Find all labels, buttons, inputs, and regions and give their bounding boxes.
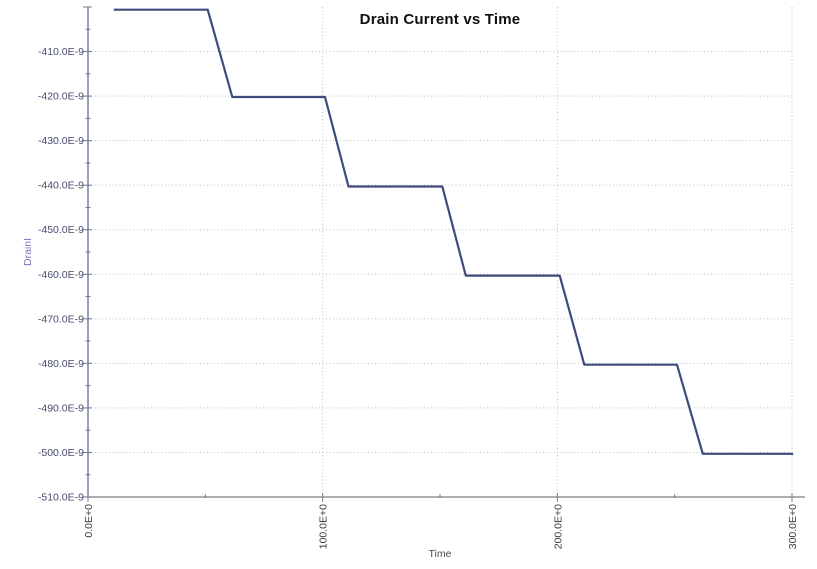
x-axis-title: Time — [428, 548, 452, 560]
data-series-line — [113, 8, 794, 455]
y-axis-title: DrainI — [22, 238, 34, 267]
y-tick-label: -510.0E-9 — [38, 492, 84, 504]
x-tick-label: 200.0E+0 — [552, 504, 564, 549]
x-tick-label: 0.0E+0 — [83, 504, 95, 538]
y-tick-label: -500.0E-9 — [38, 447, 84, 459]
y-tick-label: -420.0E-9 — [38, 91, 84, 103]
y-tick-label: -460.0E-9 — [38, 269, 84, 281]
y-tick-label: -450.0E-9 — [38, 224, 84, 236]
x-tick-label: 100.0E+0 — [318, 504, 330, 549]
y-tick-label: -410.0E-9 — [38, 46, 84, 58]
y-tick-label: -480.0E-9 — [38, 358, 84, 370]
y-tick-label: -470.0E-9 — [38, 313, 84, 325]
chart-title: Drain Current vs Time — [359, 11, 521, 28]
y-tick-label: -490.0E-9 — [38, 402, 84, 414]
x-tick-label: 300.0E+0 — [787, 504, 799, 549]
y-tick-label: -440.0E-9 — [38, 180, 84, 192]
y-tick-label: -430.0E-9 — [38, 135, 84, 147]
